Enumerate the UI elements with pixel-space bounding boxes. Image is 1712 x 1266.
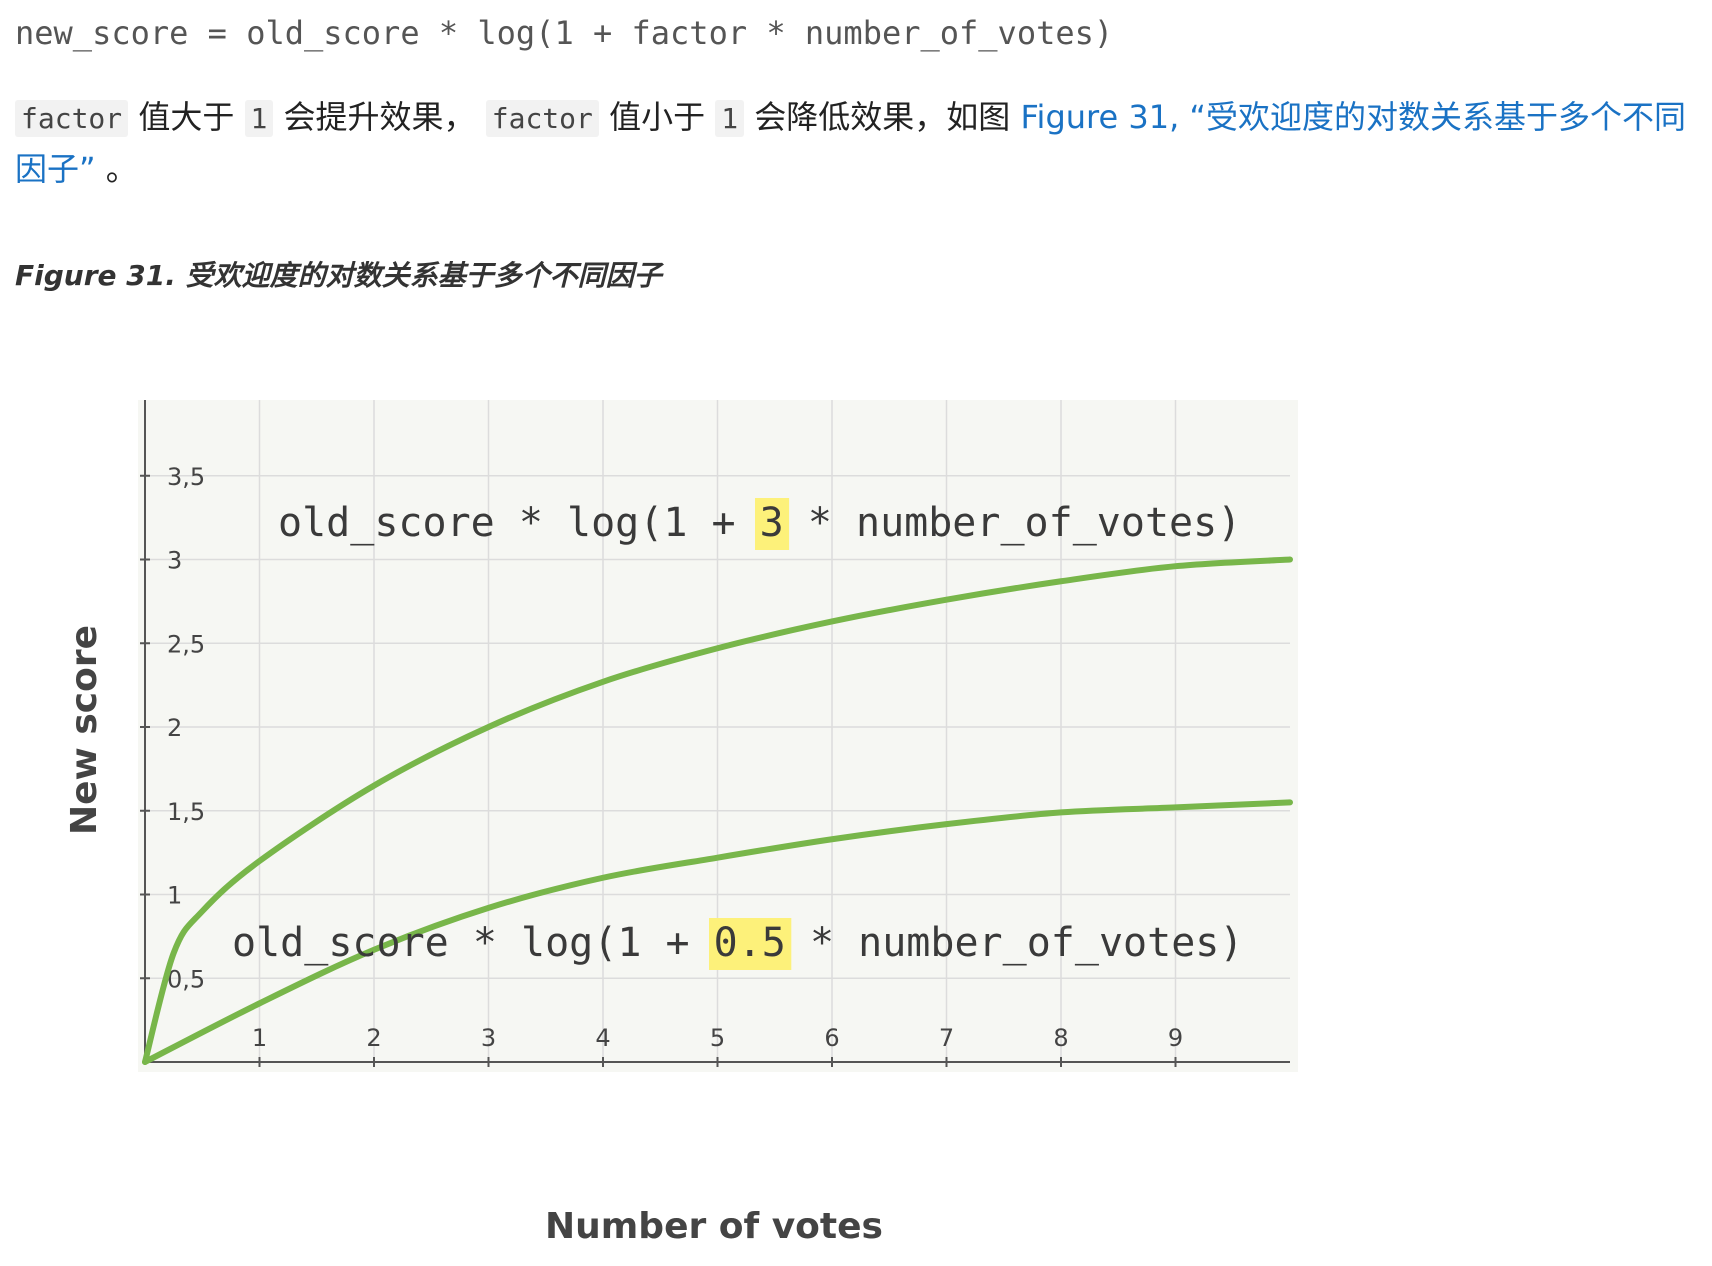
formula-text: old_score * log(1 +	[232, 920, 714, 966]
formula-text: * number_of_votes)	[786, 920, 1244, 966]
figure-caption: Figure 31. 受欢迎度的对数关系基于多个不同因子	[15, 259, 662, 292]
series-formula-label: old_score * log(1 + 0.5 * number_of_vote…	[232, 920, 1243, 966]
y-tick-label: 0,5	[167, 965, 205, 993]
y-tick-label: 1	[167, 882, 182, 910]
x-tick-label: 3	[481, 1024, 496, 1052]
y-tick-label: 3,5	[167, 463, 205, 491]
inline-code-factor: factor	[485, 100, 599, 137]
inline-code-one: 1	[715, 100, 745, 137]
y-tick-label: 3	[167, 547, 182, 575]
x-tick-label: 8	[1053, 1024, 1068, 1052]
paragraph-text: 会提升效果，	[273, 98, 486, 136]
paragraph-text: 会降低效果，如图	[744, 98, 1021, 136]
formula-factor-value: 3	[760, 500, 784, 546]
formula-text: old_score * log(1 +	[278, 500, 760, 546]
formula-code-line: new_score = old_score * log(1 + factor *…	[15, 14, 1114, 52]
formula-highlight	[755, 498, 790, 550]
score-chart: 0,5 1 1,5 2 2,5 3 3,5 1 2 3 4 5 6 7 8 9 old_score * lo…	[64, 400, 1298, 1247]
x-tick-label: 9	[1168, 1024, 1183, 1052]
series-line-factor-0-5	[142, 799, 1293, 1065]
formula-factor-value: 0.5	[714, 920, 786, 966]
x-tick-label: 4	[595, 1024, 610, 1052]
inline-code-one: 1	[244, 100, 274, 137]
x-tick-label: 6	[824, 1024, 839, 1052]
y-tick-label: 1,5	[167, 798, 205, 826]
paragraph-text: 值小于	[598, 98, 716, 136]
paragraph-text: 值大于	[128, 98, 245, 136]
series-formula-label: old_score * log(1 + 3 * number_of_votes)	[278, 500, 1241, 546]
x-tick-label: 7	[939, 1024, 954, 1052]
x-tick-label: 1	[252, 1024, 267, 1052]
formula-highlight	[709, 918, 792, 970]
series-line-factor-3	[142, 556, 1293, 1065]
series-lines	[142, 556, 1293, 1065]
y-tick-labels: 0,5 1 1,5 2 2,5 3 3,5	[140, 463, 205, 993]
figure-link[interactable]: Figure 31, “受欢迎度的对数关系基于多个不同因子”	[15, 98, 1686, 188]
inline-code-factor: factor	[15, 100, 129, 137]
formula-text: * number_of_votes)	[784, 500, 1242, 546]
series-formulas: old_score * log(1 + 3 * number_of_votes)…	[232, 498, 1243, 970]
y-axis-label: New score	[64, 625, 105, 835]
x-axis-label: Number of votes	[545, 1206, 883, 1247]
y-tick-label: 2	[167, 714, 182, 742]
x-tick-labels: 1 2 3 4 5 6 7 8 9	[252, 1024, 1183, 1067]
explanation-paragraph: factor 值大于 1 会提升效果， factor 值小于 1 会降低效果，如…	[15, 92, 1705, 194]
y-tick-label: 2,5	[167, 630, 205, 658]
x-tick-label: 2	[366, 1024, 381, 1052]
paragraph-text: 。	[95, 150, 138, 188]
x-tick-label: 5	[710, 1024, 725, 1052]
